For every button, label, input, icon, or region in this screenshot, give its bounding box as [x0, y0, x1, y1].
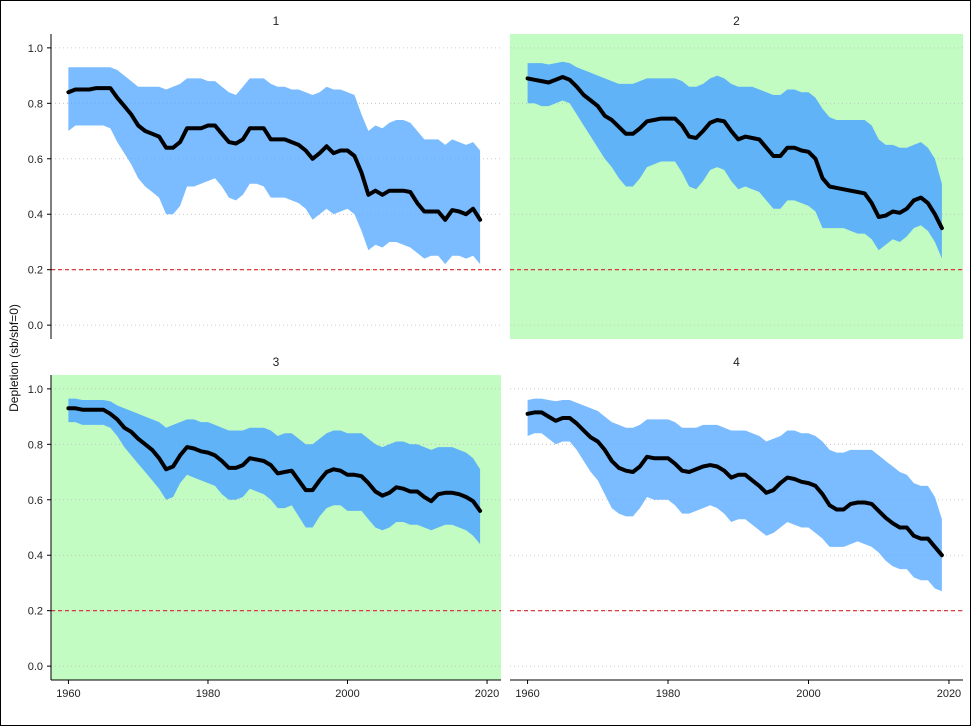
y-tick-label: 0.0 [28, 661, 43, 673]
x-tick-label: 1960 [56, 688, 80, 700]
x-tick-label: 2020 [937, 688, 961, 700]
y-tick-label: 0.4 [28, 550, 43, 562]
y-tick-label: 0.0 [28, 320, 43, 332]
panel-2: 2 [510, 14, 963, 339]
uncertainty-band [527, 398, 942, 592]
median-line [525, 410, 944, 558]
y-tick-label: 1.0 [28, 43, 43, 55]
x-tick-label: 1960 [515, 688, 539, 700]
panel-strip-label: 2 [733, 14, 740, 28]
panel-strip-label: 4 [733, 355, 740, 369]
y-tick-label: 0.4 [28, 209, 43, 221]
y-tick-label: 0.2 [28, 606, 43, 618]
x-tick-label: 1980 [656, 688, 680, 700]
median-line [525, 75, 944, 231]
y-axis-title: Depletion (sb/sbf=0) [7, 304, 21, 412]
x-tick-label: 2020 [475, 688, 499, 700]
x-tick-label: 2000 [796, 688, 820, 700]
panel-strip-label: 3 [273, 355, 280, 369]
x-tick-label: 1980 [196, 688, 220, 700]
uncertainty-band [68, 67, 481, 265]
x-tick-label: 2000 [335, 688, 359, 700]
y-tick-label: 1.0 [28, 384, 43, 396]
panel-3: 3 0.0 0.2 0.4 0.6 0.8 1.0 1960 1980 2000 2020 [28, 355, 501, 700]
y-tick-label: 0.8 [28, 98, 43, 110]
y-tick-label: 0.2 [28, 265, 43, 277]
panel-strip-label: 1 [273, 14, 280, 28]
y-tick-label: 0.6 [28, 154, 43, 166]
y-tick-label: 0.6 [28, 495, 43, 507]
uncertainty-band [527, 61, 942, 259]
panel-1: 1 0.0 0.2 0.4 0.6 0.8 1.0 [28, 14, 501, 339]
y-tick-label: 0.8 [28, 439, 43, 451]
panel-4: 4 1960 1980 2000 2020 [510, 355, 963, 700]
median-line [66, 86, 483, 222]
median-line [66, 406, 483, 513]
